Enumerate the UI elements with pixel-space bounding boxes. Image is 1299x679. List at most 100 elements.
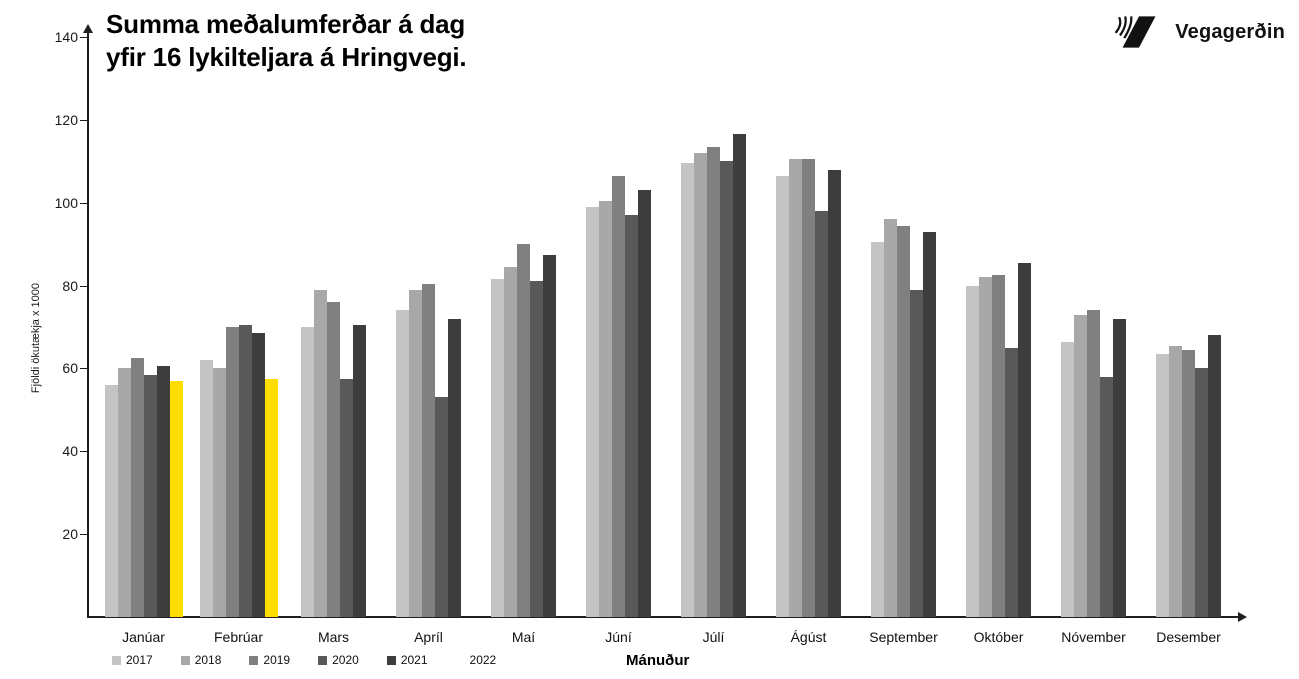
legend-swatch-2017 bbox=[112, 655, 121, 665]
x-tick-label-9: September bbox=[869, 629, 938, 645]
bar-2019-júní bbox=[612, 175, 625, 617]
month-group-10: Október bbox=[951, 37, 1046, 645]
legend-item-2020: 2020 bbox=[318, 653, 359, 667]
bar-2020-júní bbox=[625, 215, 638, 617]
chart-title-line2: yfir 16 lykilteljara á Hringvegi. bbox=[106, 42, 467, 72]
bar-2017-nóvember bbox=[1061, 341, 1074, 617]
bar-2020-ágúst bbox=[815, 211, 828, 617]
legend-label-2018: 2018 bbox=[194, 653, 222, 667]
legend-swatch-2020 bbox=[318, 655, 328, 665]
legend-swatch-2018 bbox=[180, 655, 190, 665]
bar-2018-október bbox=[979, 277, 992, 617]
x-tick-label-8: Ágúst bbox=[790, 629, 827, 645]
bar-2021-nóvember bbox=[1113, 318, 1126, 617]
bar-2018-mars bbox=[314, 289, 327, 617]
y-tick-mark-60 bbox=[80, 368, 87, 370]
month-group-5: Maí bbox=[476, 37, 571, 645]
bar-2021-ágúst bbox=[828, 169, 841, 617]
x-axis-title: Mánuður bbox=[626, 652, 690, 669]
legend-label-2021: 2021 bbox=[400, 653, 428, 667]
bar-2018-apríl bbox=[409, 289, 422, 617]
bar-2018-ágúst bbox=[789, 159, 802, 617]
bar-2021-júní bbox=[638, 190, 651, 617]
bar-2021-september bbox=[923, 231, 936, 617]
x-axis-arrow-icon bbox=[1238, 612, 1247, 622]
bar-2017-október bbox=[966, 285, 979, 617]
x-tick-label-5: Maí bbox=[511, 629, 536, 645]
bar-2017-desember bbox=[1156, 353, 1169, 617]
y-axis-arrow-icon bbox=[83, 24, 93, 33]
bar-2019-febrúar bbox=[225, 327, 239, 617]
vegagerdin-logo-icon bbox=[1114, 16, 1156, 48]
legend-swatch-2022 bbox=[455, 655, 465, 665]
bar-2018-september bbox=[884, 219, 897, 617]
bar-2019-apríl bbox=[422, 283, 435, 617]
legend-swatch-2021 bbox=[386, 655, 396, 665]
bar-2019-september bbox=[897, 225, 910, 617]
legend-item-2017: 2017 bbox=[112, 653, 153, 667]
bar-2019-október bbox=[992, 275, 1005, 617]
plot-area: 20 40 60 80 100 120 140 Janúar Febrúar Mars Apríl… bbox=[55, 29, 1245, 645]
x-tick-label-1: Janúar bbox=[122, 629, 165, 645]
bar-2021-janúar bbox=[156, 366, 170, 617]
bar-2021-mars bbox=[353, 324, 366, 617]
month-group-4: Apríl bbox=[381, 37, 476, 645]
bar-2017-ágúst bbox=[776, 175, 789, 617]
month-group-11: Nóvember bbox=[1046, 37, 1141, 645]
y-tick-label-80: 80 bbox=[62, 277, 78, 294]
bar-2017-maí bbox=[491, 279, 504, 617]
y-axis-title: Fjöldi ökutækja x 1000 bbox=[30, 283, 42, 394]
bar-2017-apríl bbox=[396, 310, 409, 617]
bar-2018-janúar bbox=[117, 368, 131, 617]
bar-2020-desember bbox=[1195, 368, 1208, 617]
x-tick-label-12: Desember bbox=[1156, 629, 1221, 645]
chart-title: Summa meðalumferðar á dag yfir 16 lykilt… bbox=[106, 8, 467, 74]
y-tick-label-20: 20 bbox=[62, 526, 78, 543]
bar-2017-janúar bbox=[104, 385, 118, 617]
y-tick-mark-140 bbox=[80, 37, 87, 38]
month-group-3: Mars bbox=[286, 37, 381, 645]
bar-2019-júlí bbox=[707, 146, 720, 617]
x-tick-label-3: Mars bbox=[317, 629, 350, 645]
bar-2018-júlí bbox=[694, 153, 707, 617]
y-tick-mark-20 bbox=[80, 534, 87, 536]
bar-2019-desember bbox=[1182, 349, 1195, 617]
bar-2020-júlí bbox=[720, 161, 733, 617]
legend-label-2019: 2019 bbox=[263, 653, 291, 667]
vegagerdin-logo: Vegagerðin bbox=[1113, 12, 1285, 52]
x-tick-label-2: Febrúar bbox=[213, 629, 264, 645]
bar-2020-maí bbox=[530, 281, 543, 617]
x-tick-label-11: Nóvember bbox=[1061, 629, 1126, 645]
y-tick-label-60: 60 bbox=[62, 360, 78, 377]
legend-item-2021: 2021 bbox=[386, 653, 428, 667]
bar-2018-nóvember bbox=[1074, 314, 1087, 617]
legend-label-2020: 2020 bbox=[332, 653, 359, 667]
y-tick-mark-40 bbox=[80, 451, 87, 453]
y-tick-label-100: 100 bbox=[54, 194, 78, 211]
bar-2020-janúar bbox=[143, 374, 157, 617]
bar-2018-maí bbox=[504, 266, 517, 617]
bar-2017-september bbox=[871, 242, 884, 617]
bar-2018-desember bbox=[1169, 345, 1182, 617]
bar-2019-mars bbox=[327, 302, 340, 617]
month-group-9: September bbox=[856, 37, 951, 645]
bar-2020-september bbox=[910, 289, 923, 617]
x-tick-label-7: Júlí bbox=[702, 629, 725, 645]
x-tick-label-4: Apríl bbox=[414, 629, 443, 645]
legend-item-2019: 2019 bbox=[249, 653, 290, 667]
vegagerdin-logo-text: Vegagerðin bbox=[1175, 20, 1285, 43]
bar-2017-júní bbox=[586, 206, 599, 617]
bar-2020-nóvember bbox=[1100, 376, 1113, 617]
month-group-6: Júní bbox=[571, 37, 666, 645]
month-group-1: Janúar bbox=[96, 37, 191, 645]
legend-item-2022: 2022 bbox=[455, 653, 496, 667]
month-group-2: Febrúar bbox=[191, 37, 286, 645]
bar-2017-mars bbox=[301, 327, 314, 617]
bar-2022-febrúar bbox=[264, 378, 278, 617]
bar-2019-maí bbox=[517, 244, 530, 617]
bar-2022-janúar bbox=[169, 380, 183, 617]
bar-2019-janúar bbox=[130, 358, 144, 617]
legend: 2017 2018 2019 2020 2021 2022 bbox=[112, 653, 496, 667]
bar-2018-júní bbox=[599, 200, 612, 617]
bar-2021-febrúar bbox=[251, 333, 265, 617]
